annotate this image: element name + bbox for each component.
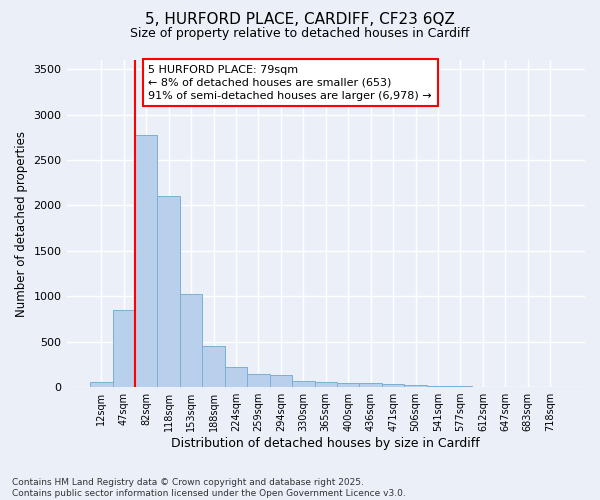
Bar	[202, 346, 225, 387]
Bar	[449, 386, 472, 387]
Y-axis label: Number of detached properties: Number of detached properties	[15, 130, 28, 316]
Bar	[247, 374, 269, 387]
Text: 5, HURFORD PLACE, CARDIFF, CF23 6QZ: 5, HURFORD PLACE, CARDIFF, CF23 6QZ	[145, 12, 455, 28]
Bar	[225, 367, 247, 387]
Bar	[382, 384, 404, 387]
Bar	[113, 310, 135, 387]
Bar	[314, 382, 337, 387]
Text: Size of property relative to detached houses in Cardiff: Size of property relative to detached ho…	[130, 28, 470, 40]
Bar	[135, 136, 157, 387]
Text: 5 HURFORD PLACE: 79sqm
← 8% of detached houses are smaller (653)
91% of semi-det: 5 HURFORD PLACE: 79sqm ← 8% of detached …	[148, 64, 432, 101]
Text: Contains HM Land Registry data © Crown copyright and database right 2025.
Contai: Contains HM Land Registry data © Crown c…	[12, 478, 406, 498]
X-axis label: Distribution of detached houses by size in Cardiff: Distribution of detached houses by size …	[172, 437, 480, 450]
Bar	[337, 382, 359, 387]
Bar	[90, 382, 113, 387]
Bar	[269, 376, 292, 387]
Bar	[292, 381, 314, 387]
Bar	[180, 294, 202, 387]
Bar	[359, 383, 382, 387]
Bar	[404, 386, 427, 387]
Bar	[157, 196, 180, 387]
Bar	[427, 386, 449, 387]
